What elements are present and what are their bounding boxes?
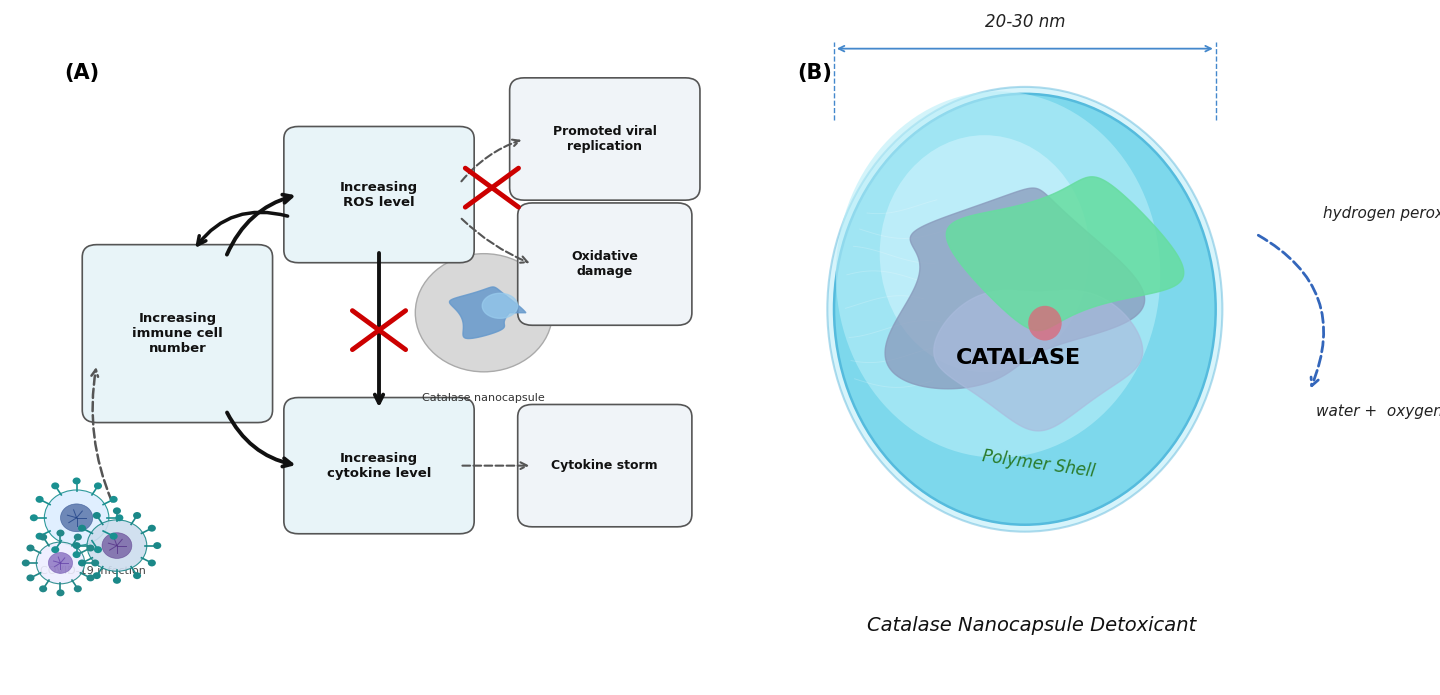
- Circle shape: [39, 534, 48, 541]
- Circle shape: [109, 533, 118, 539]
- Text: 20-30 nm: 20-30 nm: [985, 13, 1066, 31]
- Ellipse shape: [834, 94, 1215, 525]
- Polygon shape: [886, 188, 1145, 389]
- Text: (B): (B): [798, 63, 832, 83]
- Text: water +  oxygen: water + oxygen: [1316, 404, 1440, 420]
- FancyBboxPatch shape: [284, 126, 474, 263]
- Text: Increasing
cytokine level: Increasing cytokine level: [327, 452, 431, 480]
- Circle shape: [148, 525, 156, 532]
- Circle shape: [26, 574, 35, 581]
- Text: Promoted viral
replication: Promoted viral replication: [553, 125, 657, 153]
- Circle shape: [153, 542, 161, 549]
- Text: Cytokine storm: Cytokine storm: [552, 459, 658, 472]
- Circle shape: [22, 559, 30, 566]
- Polygon shape: [449, 287, 526, 338]
- Circle shape: [52, 546, 59, 553]
- Circle shape: [415, 254, 553, 372]
- Circle shape: [36, 542, 85, 584]
- Circle shape: [1028, 306, 1061, 341]
- Circle shape: [73, 534, 82, 541]
- FancyBboxPatch shape: [518, 203, 691, 325]
- Circle shape: [86, 520, 147, 571]
- Ellipse shape: [835, 91, 1161, 457]
- Polygon shape: [482, 293, 518, 318]
- Circle shape: [72, 477, 81, 484]
- Circle shape: [56, 589, 65, 596]
- Ellipse shape: [880, 135, 1090, 373]
- Text: CATALASE: CATALASE: [956, 348, 1080, 368]
- Circle shape: [60, 504, 92, 532]
- FancyBboxPatch shape: [284, 398, 474, 534]
- Circle shape: [72, 551, 81, 558]
- Circle shape: [30, 514, 37, 521]
- Circle shape: [78, 525, 86, 532]
- FancyBboxPatch shape: [82, 245, 272, 423]
- Text: (A): (A): [65, 63, 99, 83]
- Ellipse shape: [828, 87, 1223, 532]
- Circle shape: [92, 572, 101, 579]
- Text: Oxidative
damage: Oxidative damage: [572, 250, 638, 278]
- Circle shape: [112, 577, 121, 584]
- Circle shape: [36, 532, 43, 539]
- Text: Polymer Shell: Polymer Shell: [981, 448, 1096, 481]
- Circle shape: [94, 546, 102, 553]
- FancyBboxPatch shape: [510, 78, 700, 200]
- Circle shape: [112, 507, 121, 514]
- Circle shape: [86, 545, 95, 552]
- Circle shape: [91, 559, 99, 566]
- Circle shape: [92, 512, 101, 519]
- Circle shape: [49, 553, 72, 573]
- Text: hydrogen peroxide: hydrogen peroxide: [1323, 206, 1440, 220]
- Text: Increasing
ROS level: Increasing ROS level: [340, 181, 418, 208]
- Circle shape: [102, 532, 132, 559]
- Polygon shape: [933, 291, 1143, 431]
- Circle shape: [52, 482, 59, 489]
- Circle shape: [78, 559, 86, 566]
- Circle shape: [39, 585, 48, 592]
- Text: Increasing
immune cell
number: Increasing immune cell number: [132, 312, 223, 355]
- Circle shape: [26, 545, 35, 552]
- Circle shape: [115, 514, 124, 521]
- Circle shape: [45, 490, 109, 546]
- Circle shape: [132, 512, 141, 519]
- Circle shape: [73, 585, 82, 592]
- Circle shape: [56, 530, 65, 537]
- Circle shape: [72, 542, 81, 549]
- Circle shape: [86, 574, 95, 581]
- FancyBboxPatch shape: [518, 404, 691, 527]
- Circle shape: [132, 572, 141, 579]
- Circle shape: [148, 559, 156, 566]
- Text: Catalase Nanocapsule Detoxicant: Catalase Nanocapsule Detoxicant: [867, 616, 1197, 635]
- Text: COVID-19 infection: COVID-19 infection: [40, 566, 145, 576]
- Polygon shape: [946, 177, 1184, 331]
- Circle shape: [94, 482, 102, 489]
- Circle shape: [109, 496, 118, 503]
- Text: Catalase nanocapsule: Catalase nanocapsule: [422, 393, 546, 402]
- Circle shape: [36, 496, 43, 503]
